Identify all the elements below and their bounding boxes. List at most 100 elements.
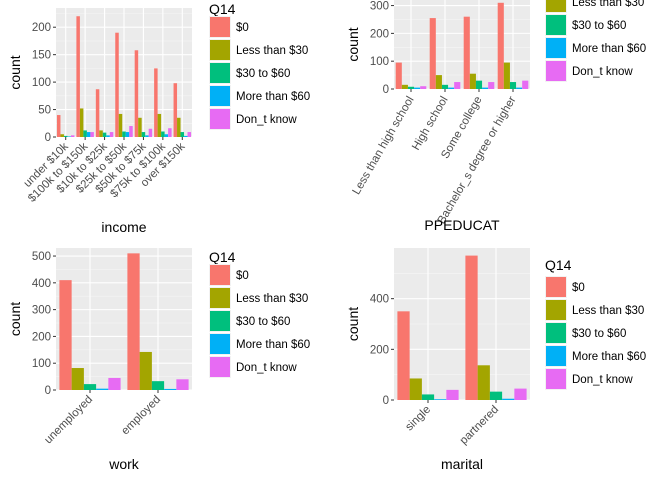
y-tick-label: 200 [370, 28, 389, 40]
legend-label: Less than $30 [236, 45, 308, 57]
y-tick-label: 200 [32, 22, 51, 34]
bar [108, 377, 121, 390]
bar [477, 365, 490, 400]
x-tick-label: partnered [458, 404, 501, 447]
bar [63, 135, 68, 137]
y-axis-title: count [345, 307, 361, 341]
x-axis-title: income [101, 219, 146, 235]
legend-swatch [210, 311, 230, 331]
y-tick-label: 200 [32, 331, 51, 343]
bar [90, 132, 94, 137]
bar [157, 113, 162, 137]
bar [148, 128, 153, 137]
bar [102, 132, 107, 137]
y-tick-label: 100 [32, 77, 51, 89]
legend-label: $30 to $60 [236, 68, 290, 80]
bar [448, 87, 455, 89]
bar [139, 351, 152, 390]
y-tick-label: 50 [38, 105, 51, 117]
bar [184, 135, 188, 137]
bar [125, 132, 130, 137]
x-tick-label: unemployed [42, 394, 95, 447]
bar [475, 80, 483, 89]
legend-title: Q14 [209, 1, 236, 17]
bar [70, 135, 75, 137]
legend-swatch [210, 265, 230, 285]
y-axis-title: count [7, 55, 23, 89]
bar [134, 50, 139, 138]
y-tick-label: 100 [370, 56, 389, 68]
bar [503, 62, 510, 89]
y-tick-label: 100 [32, 358, 51, 370]
legend-label: Don_t know [572, 66, 633, 78]
bar [516, 87, 523, 89]
bar [71, 368, 84, 390]
bar [497, 2, 504, 89]
bar [83, 384, 97, 390]
legend-label: $30 to $60 [572, 328, 626, 340]
bar [151, 381, 165, 390]
chart-panel-4: 0 200 400 single partnered count marital Q14$0 L… [345, 248, 646, 472]
bar [446, 389, 459, 400]
bar [397, 311, 410, 400]
legend-swatch [546, 15, 566, 35]
bar [67, 136, 71, 137]
bar [154, 68, 158, 137]
legend-swatch [546, 300, 566, 320]
bar [176, 379, 189, 390]
bar [164, 388, 177, 390]
legend-swatch [546, 323, 566, 343]
y-tick-label: 300 [370, 1, 389, 13]
legend-swatch [210, 63, 230, 83]
bar [95, 89, 100, 137]
legend-swatch [546, 369, 566, 389]
legend-label: More than $60 [236, 91, 310, 103]
bar [173, 83, 178, 137]
legend-swatch [210, 40, 230, 60]
bar [56, 115, 61, 137]
bar [420, 86, 427, 89]
bar [106, 135, 110, 137]
bar [409, 378, 422, 400]
bar [180, 132, 185, 137]
y-tick-label: 0 [45, 132, 51, 144]
bar [164, 134, 169, 137]
legend-swatch [210, 86, 230, 106]
bar [122, 131, 126, 137]
legend-label: Less than $30 [572, 305, 644, 317]
bar [86, 132, 91, 137]
bar [96, 388, 109, 390]
legend-swatch [210, 334, 230, 354]
legend-label: Less than $30 [236, 293, 308, 305]
bar [395, 62, 402, 89]
legend-swatch [210, 109, 230, 129]
bar [488, 82, 495, 89]
x-axis-title: PPEDUCAT [424, 217, 500, 233]
bar [79, 108, 84, 137]
legend-label: More than $60 [236, 339, 310, 351]
bar [435, 75, 442, 89]
legend-label: More than $60 [572, 351, 646, 363]
bar [514, 388, 527, 400]
y-tick-label: 200 [370, 344, 389, 356]
legend-swatch [210, 288, 230, 308]
legend-swatch [546, 0, 566, 12]
bar [509, 82, 517, 89]
y-tick-label: 0 [383, 84, 389, 96]
bar [141, 132, 146, 137]
legend-swatch [546, 346, 566, 366]
legend-label: $0 [572, 282, 585, 294]
bar [60, 134, 64, 137]
bar [463, 16, 470, 89]
bar [83, 130, 87, 137]
bar [109, 132, 114, 137]
bar [407, 86, 415, 89]
legend-label: Don_t know [572, 374, 633, 386]
bar [161, 131, 165, 137]
y-tick-label: 300 [32, 305, 51, 317]
bar [429, 18, 436, 89]
bar [434, 399, 447, 400]
bar [99, 130, 103, 137]
bar [115, 32, 119, 137]
bar [145, 135, 149, 137]
